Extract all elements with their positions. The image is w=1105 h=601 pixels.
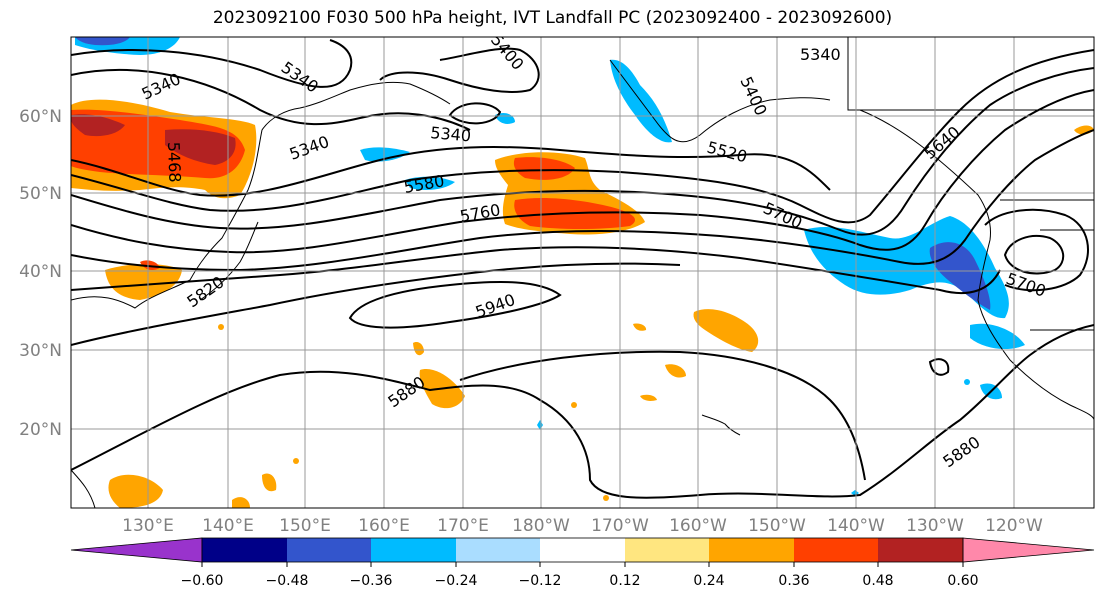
- colorbar: −0.60 −0.48 −0.36 −0.24 −0.12 0.12 0.24 …: [70, 537, 1095, 589]
- coastlines: [71, 37, 1094, 508]
- lon-label: 130°W: [906, 516, 964, 536]
- contour-label: 5468: [164, 141, 184, 182]
- lat-label: 50°N: [19, 184, 62, 204]
- colorbar-tick: 0.12: [609, 573, 640, 589]
- colorbar-segment: [709, 538, 794, 562]
- colorbar-tick: 0.60: [947, 573, 978, 589]
- colorbar-segment: [202, 538, 287, 562]
- lat-label: 30°N: [19, 341, 62, 361]
- colorbar-extend-low: [70, 537, 203, 563]
- colorbar-tick: −0.36: [350, 573, 393, 589]
- colorbar-tick: 0.48: [862, 573, 893, 589]
- latitude-labels: 60°N 50°N 40°N 30°N 20°N: [19, 107, 62, 440]
- lon-label: 120°W: [985, 516, 1043, 536]
- colorbar-tick: −0.48: [266, 573, 309, 589]
- lat-label: 60°N: [19, 107, 62, 127]
- colorbar-segment: [794, 538, 878, 562]
- colorbar-tick: −0.12: [519, 573, 562, 589]
- map-title: 2023092100 F030 500 hPa height, IVT Land…: [212, 8, 893, 28]
- lon-label: 130°E: [122, 516, 174, 536]
- lon-label: 150°E: [279, 516, 331, 536]
- lon-label: 140°W: [827, 516, 885, 536]
- colorbar-tick: 0.24: [693, 573, 724, 589]
- colorbar-segment: [625, 538, 709, 562]
- lon-label: 150°W: [748, 516, 806, 536]
- colorbar-segment: [456, 538, 540, 562]
- lon-label: 140°E: [202, 516, 254, 536]
- colorbar-segment: [878, 538, 963, 562]
- map-area: 5340 5340 5340 5340 5400 5340 5468 5580 …: [71, 37, 1094, 508]
- contour-label: 5340: [430, 123, 472, 145]
- colorbar-segment: [371, 538, 456, 562]
- lon-label: 170°W: [591, 516, 649, 536]
- colorbar-tick: −0.24: [435, 573, 478, 589]
- lon-label: 170°E: [437, 516, 489, 536]
- lon-label: 180°W: [512, 516, 570, 536]
- contour-label: 5340: [800, 45, 841, 64]
- longitude-labels: 130°E 140°E 150°E 160°E 170°E 180°W 170°…: [122, 516, 1043, 536]
- colorbar-tick: 0.36: [778, 573, 809, 589]
- height-contours: [71, 39, 1094, 499]
- lat-label: 20°N: [19, 420, 62, 440]
- lon-label: 160°W: [669, 516, 727, 536]
- colorbar-extend-high: [962, 537, 1095, 563]
- colorbar-tick: −0.60: [181, 573, 224, 589]
- colorbar-segment: [540, 538, 625, 562]
- lon-label: 160°E: [358, 516, 410, 536]
- colorbar-segment: [287, 538, 371, 562]
- lat-label: 40°N: [19, 262, 62, 282]
- map-frame: [70, 36, 1095, 509]
- gridlines: [71, 37, 1094, 508]
